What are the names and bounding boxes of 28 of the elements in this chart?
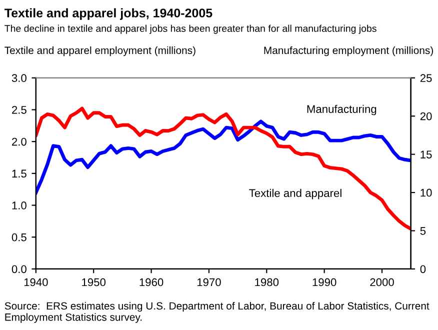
y-tick-label: 1.5 [12, 170, 26, 178]
y-axis-title: Textile and apparel employment (millions) [4, 46, 196, 56]
y-tick-label: 0.5 [12, 233, 26, 242]
x-tick-label: 1950 [82, 278, 106, 286]
chart-subtitle: The decline in textile and apparel jobs has been greater than for all manufacturing jobs [4, 24, 376, 34]
y2-tick-label: 10 [420, 188, 432, 197]
source-note: Source: ERS estimates using U.S. Department of Labor, Bureau of Labor Statistics, Current Employment Statistics survey. [4, 302, 430, 323]
y-tick-label: 2.0 [12, 138, 26, 146]
y2-tick-label: 0 [420, 265, 426, 274]
x-tick-label: 2000 [370, 278, 394, 286]
y2-tick-label: 20 [420, 112, 432, 120]
series-label: Manufacturing [307, 104, 376, 116]
y2-tick-label: 25 [420, 74, 432, 82]
x-tick-label: 1960 [140, 278, 164, 286]
y2-axis-title: Manufacturing employment (millions) [264, 46, 433, 56]
x-tick-label: 1940 [24, 278, 48, 286]
y-tick-label: 2.5 [12, 106, 26, 114]
y2-tick-label: 15 [420, 150, 432, 158]
series-label: Textile and apparel [249, 188, 342, 200]
line-series [36, 106, 411, 231]
y-tick-label: 0.0 [12, 265, 26, 274]
y-tick-label: 3.0 [12, 74, 26, 82]
chart-title: Textile and apparel jobs, 1940-2005 [4, 8, 212, 20]
x-tick-label: 1980 [255, 278, 279, 286]
y-tick-label: 1.0 [12, 202, 26, 210]
y2-tick-label: 5 [420, 227, 426, 235]
x-tick-label: 1970 [197, 278, 221, 286]
x-tick-label: 1990 [312, 278, 336, 286]
